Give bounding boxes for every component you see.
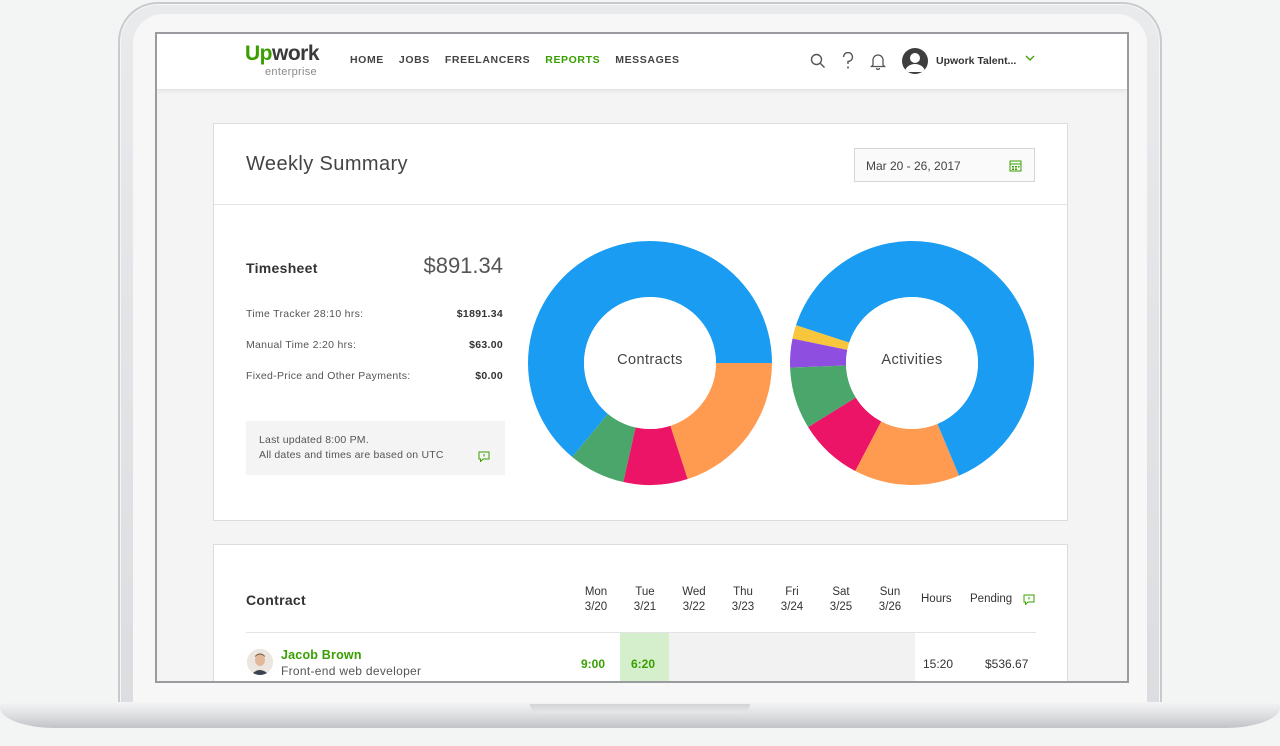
row-value: $63.00 bbox=[469, 339, 503, 351]
cell-total-hours: 15:20 bbox=[923, 657, 954, 671]
upwork-logo[interactable]: Upwork enterprise bbox=[245, 43, 335, 79]
freelancer-avatar[interactable] bbox=[247, 649, 273, 675]
cell-pending-amount: $536.67 bbox=[985, 657, 1029, 671]
contracts-slice-1[interactable] bbox=[572, 413, 636, 483]
day-name: Wed bbox=[682, 586, 706, 598]
day-name: Sun bbox=[879, 586, 901, 598]
activities-hole bbox=[846, 297, 978, 429]
comment-icon[interactable] bbox=[478, 449, 490, 467]
laptop-notch bbox=[530, 704, 750, 713]
day-date: 3/22 bbox=[682, 601, 706, 613]
day-name: Fri bbox=[785, 586, 799, 598]
note-line-1: Last updated 8:00 PM. bbox=[259, 434, 369, 446]
cell-tue-hours[interactable]: 6:20 bbox=[631, 657, 656, 671]
bell-icon[interactable] bbox=[867, 50, 889, 72]
activities-donut-chart: Activities bbox=[789, 240, 1035, 486]
note-line-2: All dates and times are based on UTC bbox=[259, 449, 444, 461]
row-label: Time Tracker 28:10 hrs: bbox=[246, 308, 364, 320]
row-value: $1891.34 bbox=[456, 308, 503, 320]
nav-icons bbox=[807, 50, 897, 72]
user-name[interactable]: Upwork Talent... bbox=[936, 55, 1017, 67]
activities-slice-4[interactable] bbox=[808, 397, 882, 471]
nav-jobs[interactable]: JOBS bbox=[398, 54, 430, 66]
activities-donut-svg bbox=[790, 241, 1034, 485]
day-date: 3/20 bbox=[584, 601, 608, 613]
row-label: Fixed-Price and Other Payments: bbox=[246, 370, 411, 382]
nav-freelancers[interactable]: FREELANCERS bbox=[444, 54, 531, 66]
hours-column-header: Hours bbox=[921, 593, 952, 605]
day-header-tue[interactable]: Tue 3/21 bbox=[621, 585, 669, 615]
comment-icon[interactable] bbox=[1023, 592, 1035, 610]
day-date: 3/25 bbox=[829, 601, 853, 613]
page-title: Weekly Summary bbox=[246, 153, 408, 175]
day-header-mon[interactable]: Mon 3/20 bbox=[572, 585, 620, 615]
future-days-shade bbox=[669, 633, 915, 681]
nav-reports[interactable]: REPORTS bbox=[545, 54, 601, 66]
table-divider bbox=[246, 632, 1036, 633]
day-date: 3/26 bbox=[878, 601, 902, 613]
pending-column-header: Pending bbox=[970, 593, 1013, 605]
weekly-summary-card: Weekly Summary Mar 20 - 26, 2017 Timeshe… bbox=[213, 123, 1068, 521]
row-label: Manual Time 2:20 hrs: bbox=[246, 339, 357, 351]
activities-slice-2[interactable] bbox=[790, 338, 848, 368]
freelancer-role: Front-end web developer bbox=[281, 664, 422, 678]
activities-slice-1[interactable] bbox=[792, 325, 850, 350]
screen: Upwork enterprise HOME JOBS FREELANCERS … bbox=[155, 32, 1129, 683]
search-icon[interactable] bbox=[807, 50, 829, 72]
today-highlight bbox=[620, 633, 669, 681]
calendar-icon[interactable] bbox=[1009, 159, 1022, 177]
contracts-chart-label: Contracts bbox=[617, 352, 683, 368]
row-value: $0.00 bbox=[475, 370, 503, 382]
last-updated-note: Last updated 8:00 PM. All dates and time… bbox=[246, 421, 505, 475]
activities-chart-label: Activities bbox=[881, 352, 943, 368]
day-name: Sat bbox=[832, 586, 850, 598]
contracts-slice-0[interactable] bbox=[527, 240, 772, 458]
day-date: 3/24 bbox=[780, 601, 804, 613]
nav-messages[interactable]: MESSAGES bbox=[615, 54, 680, 66]
day-header-sun[interactable]: Sun 3/26 bbox=[866, 585, 914, 615]
day-header-wed[interactable]: Wed 3/22 bbox=[670, 585, 718, 615]
freelancer-name-link[interactable]: Jacob Brown bbox=[281, 648, 362, 662]
contracts-slice-3[interactable] bbox=[670, 363, 772, 480]
cell-mon-hours[interactable]: 9:00 bbox=[581, 657, 606, 671]
logo-work: work bbox=[272, 42, 320, 65]
summary-header: Weekly Summary Mar 20 - 26, 2017 bbox=[214, 124, 1067, 205]
date-range-picker[interactable]: Mar 20 - 26, 2017 bbox=[854, 148, 1035, 182]
nav-home[interactable]: HOME bbox=[350, 54, 384, 66]
day-header-sat[interactable]: Sat 3/25 bbox=[817, 585, 865, 615]
activities-slice-3[interactable] bbox=[790, 365, 856, 428]
user-avatar[interactable] bbox=[902, 48, 928, 74]
contracts-donut-svg bbox=[527, 240, 772, 485]
activities-slice-6[interactable] bbox=[937, 363, 1034, 476]
contracts-slice-2[interactable] bbox=[623, 425, 688, 485]
contracts-table-card: Contract Mon 3/20 Tue 3/21 Wed 3/22 Thu 3/23… bbox=[213, 544, 1068, 681]
day-date: 3/21 bbox=[633, 601, 657, 613]
day-name: Tue bbox=[635, 586, 655, 598]
chevron-down-icon[interactable] bbox=[1025, 54, 1035, 65]
contracts-hole bbox=[584, 297, 716, 429]
timesheet-label: Timesheet bbox=[246, 260, 318, 276]
nav-links: HOME JOBS FREELANCERS REPORTS MESSAGES bbox=[350, 54, 695, 66]
day-header-fri[interactable]: Fri 3/24 bbox=[768, 585, 816, 615]
day-name: Thu bbox=[733, 586, 753, 598]
contract-column-header: Contract bbox=[246, 592, 306, 608]
logo-up: Up bbox=[245, 42, 273, 65]
logo-subtitle: enterprise bbox=[265, 66, 317, 78]
contracts-donut-chart: Contracts bbox=[527, 240, 773, 486]
activities-slice-5[interactable] bbox=[855, 421, 960, 485]
top-nav: Upwork enterprise HOME JOBS FREELANCERS … bbox=[157, 34, 1127, 90]
date-range-text: Mar 20 - 26, 2017 bbox=[866, 159, 961, 173]
day-name: Mon bbox=[584, 586, 608, 598]
timesheet-total: $891.34 bbox=[423, 253, 503, 278]
day-header-thu[interactable]: Thu 3/23 bbox=[719, 585, 767, 615]
activities-slice-0[interactable] bbox=[795, 241, 1034, 363]
help-icon[interactable] bbox=[837, 50, 859, 72]
day-date: 3/23 bbox=[731, 601, 755, 613]
